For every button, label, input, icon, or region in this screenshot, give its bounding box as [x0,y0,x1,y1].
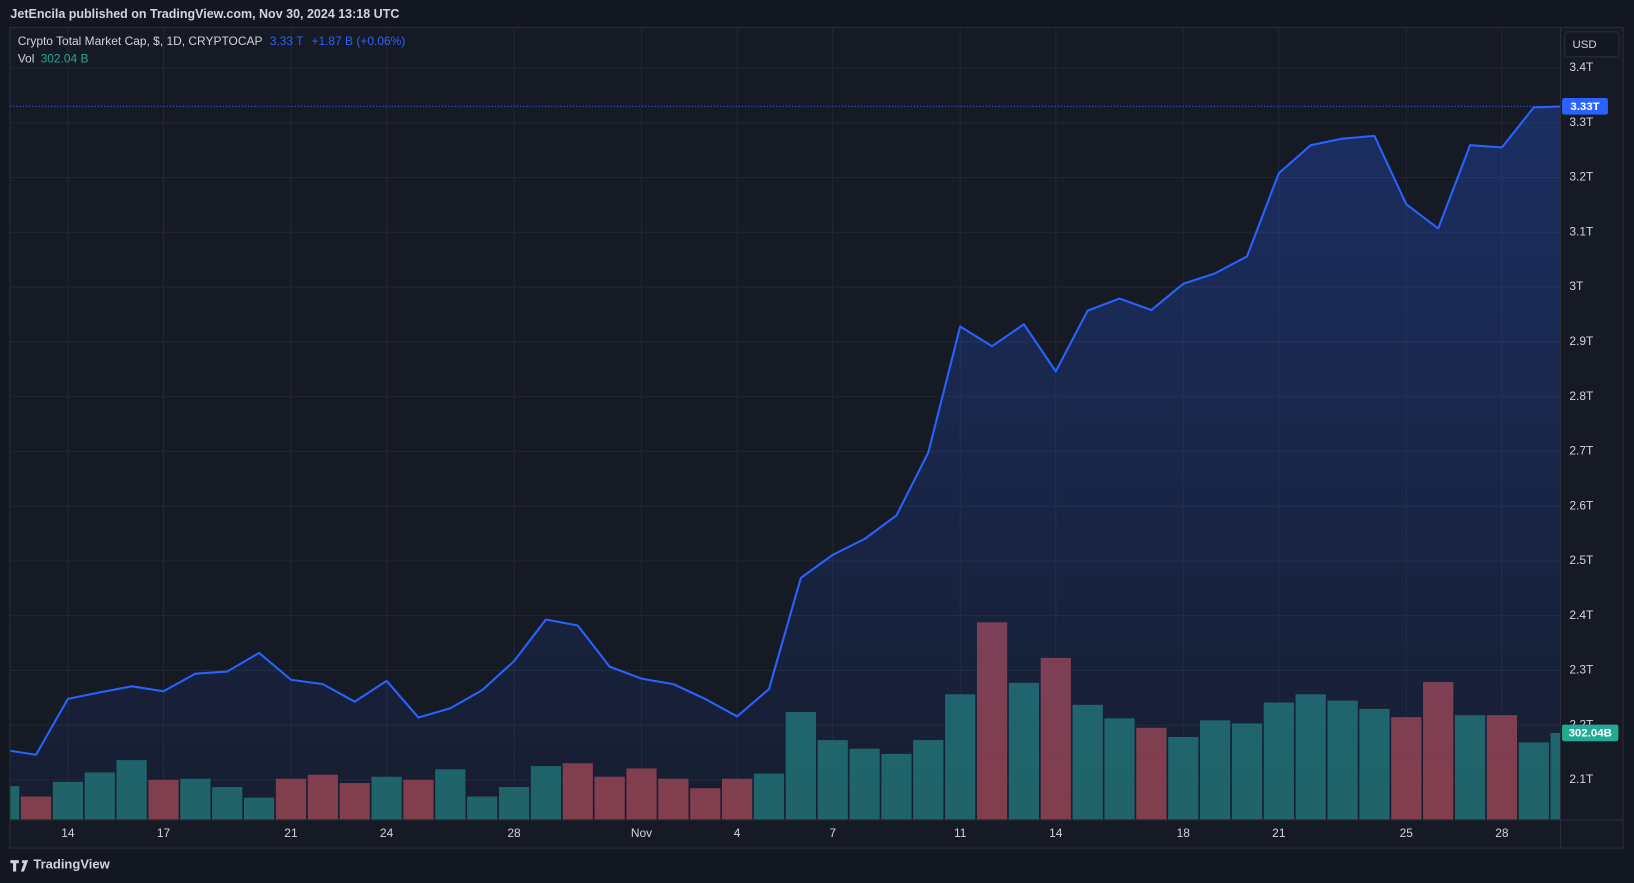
price-tag-label: 3.33T [1570,101,1599,113]
x-tick-label: 18 [1177,826,1191,840]
currency-button[interactable] [1564,31,1620,58]
y-tick-label: 2.3T [1569,663,1594,677]
x-tick-label: 25 [1400,826,1414,840]
legend-volume-value: 302.04 B [41,52,89,66]
x-tick-label: 28 [1495,826,1509,840]
y-tick-label: 2.9T [1569,334,1594,348]
currency-label[interactable]: USD [1573,39,1597,51]
legend-price: 3.33 T [270,34,304,48]
x-tick-label: 14 [61,826,75,840]
y-tick-label: 3.3T [1569,115,1594,129]
volume-tag [1562,724,1619,742]
plot [10,105,1561,820]
y-tick-label: 3.4T [1569,60,1594,74]
y-tick-label: 2.8T [1569,389,1594,403]
y-tick-label: 3.2T [1569,170,1594,184]
x-tick-label: 17 [157,826,171,840]
y-tick-label: 3.1T [1569,224,1594,238]
x-tick-label: Nov [631,826,652,840]
x-tick-label: 28 [507,826,521,840]
legend-volume-name: Vol [18,52,35,66]
x-tick-label: 21 [1272,826,1286,840]
volume-tag-label: 302.04B [1569,727,1612,739]
brand-logo [10,860,29,872]
price-line [10,105,1561,756]
price-tag [1562,97,1608,115]
y-tick-label: 2.4T [1569,608,1594,622]
x-tick-label: 21 [284,826,298,840]
legend-symbol: Crypto Total Market Cap, $, 1D, CRYPTOCA… [18,34,263,48]
published-note: JetEncila published on TradingView.com, … [10,7,399,21]
x-tick-label: 11 [954,826,967,840]
brand-name: TradingView [33,857,110,872]
y-tick-label: 2.1T [1569,772,1594,786]
x-tick-label: 4 [734,826,741,840]
legend-change: +1.87 B (+0.06%) [311,34,405,48]
y-tick-label: 2.6T [1569,498,1594,512]
y-tick-label: 2.5T [1569,553,1594,567]
x-tick-label: 14 [1049,826,1063,840]
axes: 2.1T2.2T2.3T2.4T2.5T2.6T2.7T2.8T2.9T3T3.… [61,60,1619,840]
area-fill [10,106,1561,820]
x-tick-label: 24 [380,826,394,840]
x-tick-label: 7 [829,826,836,840]
y-tick-label: 3T [1569,279,1584,293]
y-tick-label: 2.7T [1569,444,1594,458]
